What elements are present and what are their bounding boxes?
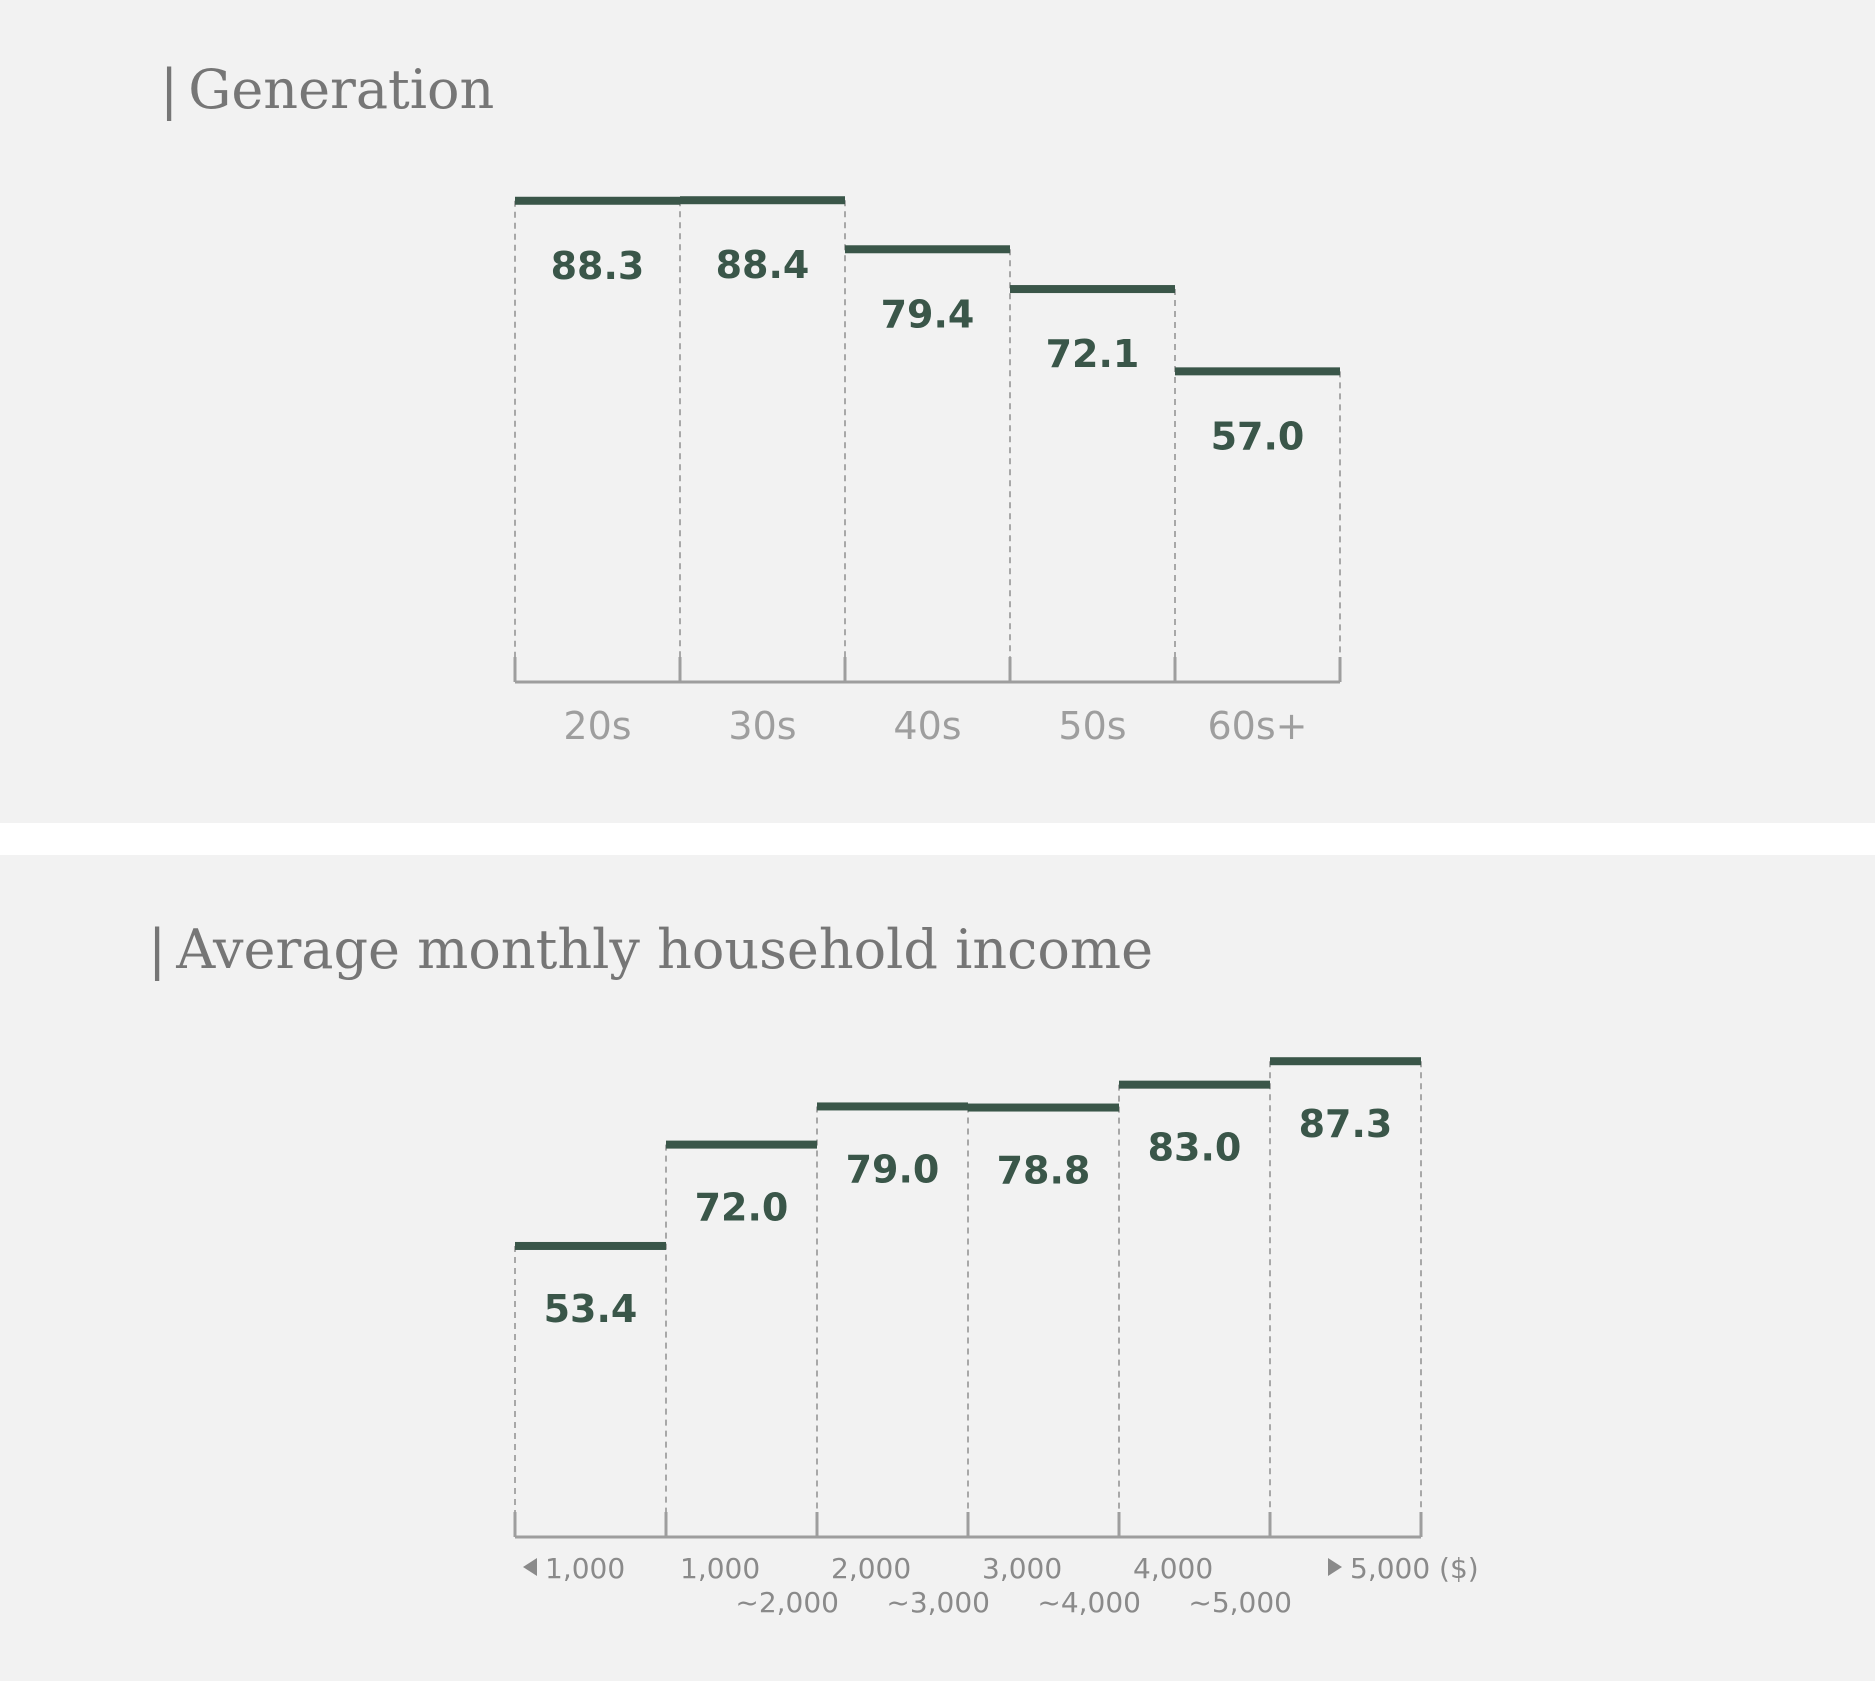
income-bar	[666, 1140, 817, 1149]
generation-value-label: 88.3	[551, 244, 645, 288]
income-tick-label: 4,000	[1133, 1552, 1213, 1585]
generation-value-label: 72.1	[1046, 332, 1140, 376]
income-bar	[515, 1241, 666, 1250]
income-tick-label: 2,000	[831, 1552, 911, 1585]
income-chart: 53.41,00072.01,000~2,00079.02,000~3,0007…	[513, 1057, 1479, 1619]
generation-value-label: 88.4	[716, 243, 810, 287]
income-tick-label-range: ~5,000	[1188, 1586, 1292, 1619]
income-tick-label: 1,000	[545, 1552, 625, 1585]
generation-bar	[845, 245, 1010, 254]
generation-title-text: Generation	[188, 58, 495, 121]
income-panel	[0, 855, 1875, 1681]
income-tick-label-range: ~2,000	[735, 1586, 839, 1619]
generation-bar	[1010, 285, 1175, 294]
income-value-label: 78.8	[997, 1149, 1091, 1193]
income-tick-label-range: ~4,000	[1037, 1586, 1141, 1619]
income-value-label: 79.0	[846, 1147, 940, 1191]
more-than-arrow-icon	[1328, 1558, 1342, 1576]
income-tick-label: 5,000 ($)	[1350, 1552, 1479, 1585]
generation-bar	[1175, 367, 1340, 376]
income-tick-label-range: ~3,000	[886, 1586, 990, 1619]
income-bar	[1270, 1057, 1421, 1066]
income-value-label: 87.3	[1299, 1102, 1393, 1146]
generation-bar	[680, 196, 845, 205]
income-value-label: 83.0	[1148, 1126, 1242, 1170]
generation-bar	[515, 196, 680, 205]
generation-chart-title: | Generation	[160, 58, 495, 121]
generation-panel: | Generation	[0, 0, 1875, 823]
income-bar	[1119, 1080, 1270, 1089]
generation-chart: 88.3 20s 88.4 30s 79.4 40s 72.1 50s 57.0 60s+	[513, 196, 1342, 748]
generation-value-label: 79.4	[881, 292, 975, 336]
less-than-arrow-icon	[523, 1558, 537, 1576]
generation-tick-label: 40s	[893, 704, 961, 748]
income-tick-label: 3,000	[982, 1552, 1062, 1585]
income-chart-title: | Average monthly household income	[148, 918, 1154, 981]
income-tick-label: 1,000	[680, 1552, 760, 1585]
income-value-label: 53.4	[544, 1287, 638, 1331]
generation-tick-label: 60s+	[1208, 704, 1308, 748]
income-value-label: 72.0	[695, 1186, 789, 1230]
generation-value-label: 57.0	[1211, 414, 1305, 458]
generation-tick-label: 20s	[563, 704, 631, 748]
income-bar	[817, 1102, 968, 1111]
income-title-text: Average monthly household income	[176, 918, 1154, 981]
generation-tick-label: 30s	[728, 704, 796, 748]
income-bar	[968, 1103, 1119, 1112]
generation-tick-label: 50s	[1058, 704, 1126, 748]
